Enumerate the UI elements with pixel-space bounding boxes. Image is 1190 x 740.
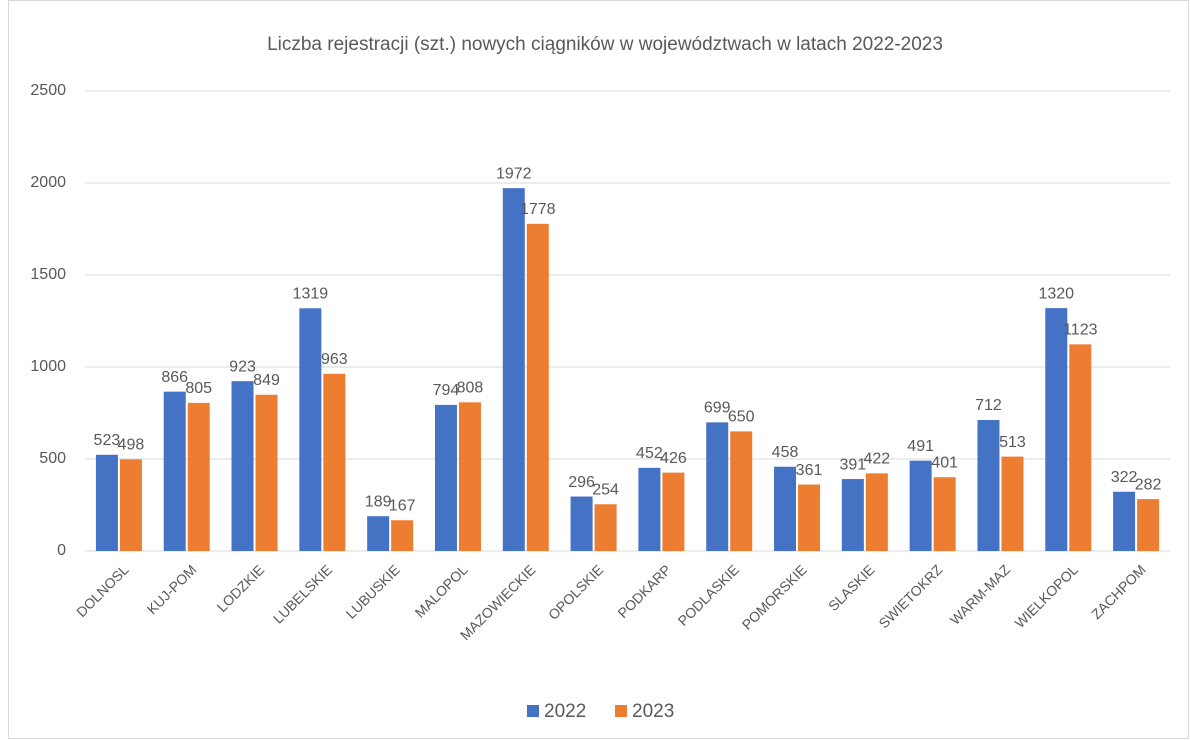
data-label: 808 — [457, 380, 484, 397]
legend-label: 2022 — [544, 701, 586, 722]
data-label: 1319 — [293, 286, 329, 303]
data-label: 1123 — [1063, 322, 1098, 339]
data-label: 426 — [660, 450, 687, 467]
data-label: 458 — [772, 444, 799, 461]
bar — [730, 431, 753, 551]
data-label: 282 — [1135, 476, 1162, 493]
data-label: 712 — [975, 397, 1002, 414]
data-label: 498 — [118, 437, 145, 454]
legend-swatch — [527, 705, 539, 717]
bar — [231, 381, 254, 551]
bar — [299, 308, 322, 551]
data-label: 963 — [321, 351, 348, 368]
bar — [933, 477, 956, 551]
data-label: 1778 — [520, 201, 556, 218]
bar — [391, 520, 414, 551]
data-label: 391 — [839, 456, 866, 473]
data-label: 923 — [229, 358, 256, 375]
bar — [95, 454, 118, 551]
bar — [977, 419, 1000, 551]
y-tick-label: 2500 — [30, 82, 66, 99]
legend-swatch — [615, 705, 627, 717]
y-tick-label: 2000 — [30, 174, 66, 191]
bar — [255, 394, 278, 551]
data-label: 491 — [907, 438, 934, 455]
bar — [774, 466, 797, 551]
data-label: 1972 — [496, 165, 532, 182]
bar — [502, 188, 525, 552]
bar — [458, 402, 481, 551]
data-label: 805 — [185, 380, 212, 397]
bar — [865, 473, 888, 551]
data-label: 254 — [592, 481, 619, 498]
bar — [594, 504, 617, 551]
data-label: 422 — [863, 451, 890, 468]
bar — [798, 484, 821, 551]
data-label: 189 — [365, 493, 392, 510]
data-label: 322 — [1111, 469, 1138, 486]
bar — [163, 391, 186, 551]
bar — [187, 402, 210, 551]
data-label: 794 — [433, 382, 460, 399]
bar — [662, 472, 685, 551]
bar — [841, 479, 864, 551]
data-label: 361 — [796, 462, 823, 479]
chart-title: Liczba rejestracji (szt.) nowych ciągnik… — [267, 34, 943, 55]
data-label: 523 — [94, 432, 121, 449]
data-label: 650 — [728, 409, 755, 426]
data-label: 296 — [568, 474, 595, 491]
chart-frame — [8, 0, 1189, 739]
data-label: 452 — [636, 445, 663, 462]
data-label: 866 — [161, 369, 188, 386]
bar — [367, 516, 390, 551]
bar — [526, 223, 549, 551]
data-label: 699 — [704, 400, 731, 417]
legend-label: 2023 — [632, 701, 674, 722]
data-label: 513 — [999, 434, 1026, 451]
bar — [909, 460, 932, 551]
bar — [1001, 456, 1024, 551]
bar — [706, 422, 729, 551]
y-tick-label: 1000 — [30, 358, 66, 375]
data-label: 1320 — [1038, 285, 1074, 302]
y-tick-label: 500 — [39, 450, 66, 467]
bar — [323, 373, 346, 551]
data-label: 849 — [253, 372, 280, 389]
bar — [1113, 491, 1136, 551]
y-tick-label: 1500 — [30, 266, 66, 283]
bar — [434, 404, 457, 551]
bar — [1137, 499, 1160, 551]
bar — [119, 459, 142, 551]
y-tick-label: 0 — [57, 542, 66, 559]
bar — [570, 496, 593, 551]
bar — [638, 467, 661, 551]
data-label: 167 — [389, 497, 416, 514]
bar — [1045, 308, 1068, 551]
bar — [1069, 344, 1092, 551]
data-label: 401 — [931, 454, 958, 471]
